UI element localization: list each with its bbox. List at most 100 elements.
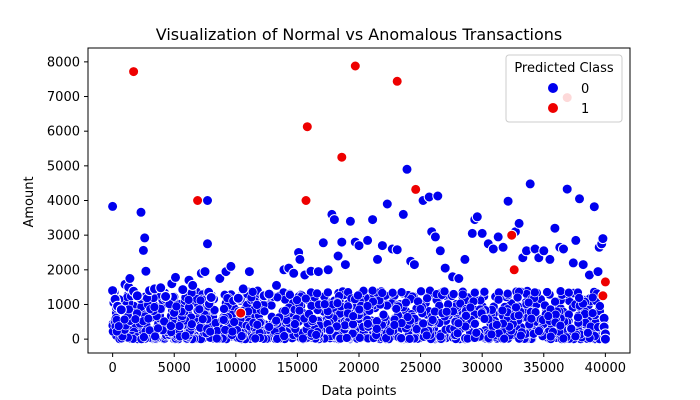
scatter-point-class-0 [457, 289, 468, 300]
scatter-point-class-0 [288, 267, 300, 279]
scatter-point-class-0 [526, 313, 537, 324]
scatter-point-class-0 [149, 302, 160, 312]
scatter-point-class-0 [150, 331, 160, 342]
scatter-point-class-1 [128, 66, 140, 78]
scatter-point-class-0 [466, 227, 478, 239]
legend-box [505, 54, 623, 123]
scatter-point-class-0 [487, 243, 499, 255]
scatter-point-class-0 [194, 304, 205, 315]
scatter-point-class-0 [209, 305, 220, 315]
scatter-point-class-0 [455, 298, 466, 309]
legend-title: Predicted Class [514, 61, 614, 76]
scatter-point-class-0 [225, 260, 237, 272]
scatter-point-class-0 [492, 231, 504, 243]
scatter-point-class-0 [348, 319, 358, 330]
scatter-point-class-0 [170, 271, 181, 283]
scatter-point-class-0 [322, 264, 334, 276]
scatter-point-class-0 [131, 290, 143, 302]
scatter-point-class-1 [506, 229, 518, 241]
y-tick-label: 4000 [47, 194, 80, 209]
scatter-point-class-0 [513, 217, 525, 229]
scatter-point-class-0 [588, 201, 600, 213]
scatter-point-class-0 [397, 208, 409, 220]
y-tick-label: 5000 [47, 159, 80, 174]
scatter-point-class-0 [523, 297, 534, 308]
scatter-point-class-0 [439, 262, 451, 274]
scatter-point-class-0 [155, 282, 167, 294]
scatter-point-class-0 [391, 244, 403, 256]
scatter-point-class-0 [247, 287, 258, 297]
scatter-point-class-0 [354, 332, 365, 343]
scatter-point-class-0 [143, 313, 154, 324]
scatter-point-class-0 [187, 279, 199, 291]
scatter-point-class-0 [212, 333, 222, 344]
scatter-point-class-0 [555, 320, 566, 331]
scatter-point-class-0 [408, 259, 420, 271]
scatter-point-class-1 [235, 307, 247, 319]
scatter-point-class-1 [192, 195, 204, 206]
scatter-point-class-0 [432, 190, 444, 202]
scatter-point-class-0 [214, 273, 226, 284]
scatter-point-class-1 [599, 276, 611, 288]
scatter-point-class-0 [429, 231, 441, 243]
scatter-point-class-0 [577, 259, 589, 271]
scatter-point-class-0 [471, 211, 483, 223]
scatter-point-class-0 [566, 323, 577, 334]
scatter-point-class-0 [300, 293, 311, 304]
y-tick-label: 8000 [47, 55, 80, 70]
scatter-point-class-0 [372, 253, 383, 265]
scatter-point-class-0 [324, 325, 335, 336]
scatter-point-class-0 [545, 331, 556, 342]
scatter-point-class-0 [422, 293, 432, 304]
y-tick-label: 3000 [47, 229, 80, 244]
scatter-point-class-0 [461, 310, 471, 321]
scatter-point-class-0 [587, 308, 598, 319]
scatter-point-class-0 [391, 303, 402, 314]
scatter-point-class-0 [497, 305, 508, 316]
scatter-point-class-0 [323, 287, 333, 298]
y-tick-label: 1000 [47, 298, 80, 313]
scatter-point-class-0 [367, 285, 378, 296]
x-tick-label: 20000 [338, 361, 379, 376]
scatter-point-class-0 [459, 253, 471, 265]
scatter-point-class-0 [292, 295, 302, 305]
scatter-point-class-0 [381, 198, 393, 210]
y-tick-label: 7000 [47, 90, 80, 105]
legend-marker-0 [547, 82, 559, 94]
scatter-point-class-0 [183, 295, 194, 305]
scatter-point-class-0 [171, 301, 182, 312]
scatter-point-class-0 [236, 331, 247, 341]
scatter-point-class-0 [534, 326, 544, 336]
scatter-point-class-0 [434, 245, 446, 257]
scatter-point-class-0 [491, 319, 502, 330]
scatter-point-class-0 [561, 183, 573, 195]
scatter-point-class-0 [219, 304, 229, 314]
scatter-point-class-0 [139, 232, 151, 244]
scatter-point-class-0 [317, 237, 329, 249]
scatter-point-class-0 [479, 314, 490, 324]
x-tick-label: 10000 [215, 361, 256, 376]
scatter-point-class-0 [348, 311, 359, 322]
x-axis-title: Data points [321, 384, 396, 399]
scatter-point-class-0 [448, 289, 459, 299]
scatter-point-class-0 [174, 321, 185, 331]
scatter-point-class-0 [499, 333, 510, 344]
scatter-point-class-0 [205, 326, 215, 337]
scatter-point-class-0 [197, 314, 208, 325]
legend-label-0: 0 [581, 82, 589, 97]
scatter-point-class-0 [115, 304, 127, 316]
legend-label-1: 1 [581, 102, 589, 117]
scatter-point-class-0 [453, 273, 465, 284]
scatter-point-class-0 [279, 331, 290, 341]
scatter-point-class-0 [311, 330, 322, 340]
scatter-point-class-0 [353, 290, 363, 301]
scatter-point-class-0 [140, 265, 152, 277]
scatter-point-class-0 [592, 266, 604, 278]
y-axis-title: Amount [22, 176, 37, 227]
scatter-point-class-0 [389, 320, 400, 330]
scatter-point-class-0 [471, 327, 482, 338]
scatter-point-class-0 [336, 236, 348, 248]
x-axis-ticks: 0 5000 10000 15000 20000 25000 30000 35000 40000 [108, 353, 626, 376]
scatter-point-class-0 [362, 301, 373, 311]
scatter-point-class-0 [479, 286, 490, 297]
